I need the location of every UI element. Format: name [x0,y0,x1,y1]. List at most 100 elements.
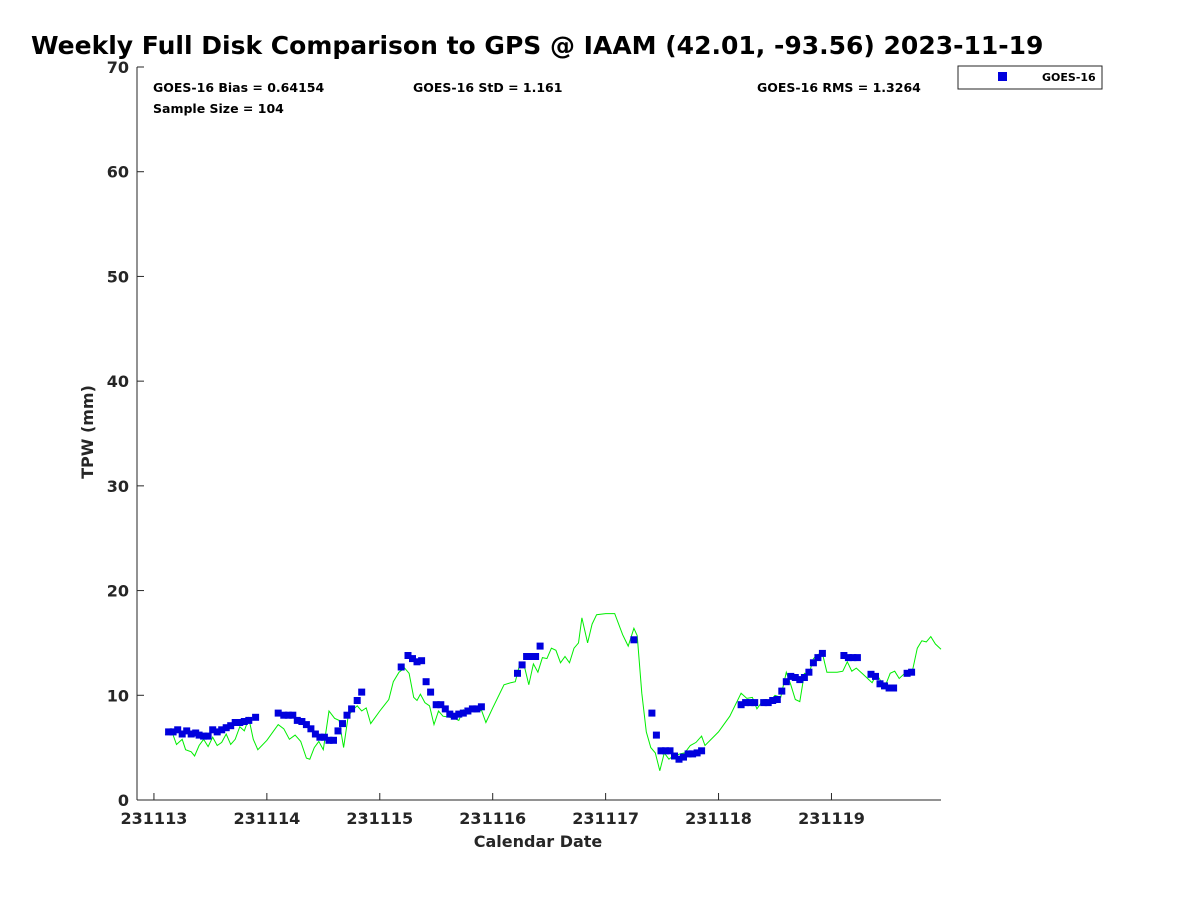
goes16-point [751,699,759,707]
goes16-point [890,684,898,692]
goes16-point [689,750,697,758]
goes16-point [422,678,430,686]
legend-label-goes16: GOES-16 [1042,71,1096,84]
goes16-point [876,680,884,688]
y-axis-ticks: 0 10 20 30 40 50 60 70 [107,58,144,810]
goes16-point [334,727,342,735]
goes16-point [514,669,521,677]
goes16-point [441,705,449,713]
goes16-point [427,688,435,696]
goes16-point [353,697,361,704]
legend: GOES-16 [957,65,1103,90]
legend-box [957,65,1103,90]
goes16-point [316,733,324,741]
goes16-point [760,699,768,707]
goes16-point [477,703,485,711]
goes16-point [227,722,235,730]
goes16-point [468,705,476,713]
y-tick-label: 10 [107,686,129,705]
goes16-point [680,753,687,761]
goes16-point [274,709,282,717]
goes16-point [209,726,217,734]
goes16-point [791,674,799,681]
goes16-point [200,732,208,740]
goes16-point [844,654,852,662]
goes16-point [814,654,822,662]
goes16-point [397,663,405,671]
goes16-point [240,718,248,725]
y-tick-label: 30 [107,477,129,496]
x-tick-label: 231119 [798,809,865,828]
goes16-point [773,696,781,703]
goes16-point [903,669,911,677]
x-tick-label: 231117 [572,809,639,828]
goes16-point [325,736,333,744]
goes16-point [418,657,426,665]
x-axis-label: Calendar Date [474,832,603,851]
y-tick-label: 50 [107,267,129,286]
goes16-point [473,705,481,713]
goes16-point [450,712,458,720]
goes16-point [222,724,230,732]
goes16-point [298,718,306,725]
goes16-point [213,728,221,736]
goes16-point [840,652,848,659]
goes16-point [358,688,366,696]
goes16-point [867,670,875,678]
x-tick-label: 231113 [121,809,188,828]
goes16-point [330,736,337,744]
goes16-point [348,705,356,713]
goes16-point [523,653,531,660]
goes16-point [800,674,808,681]
goes16-point [289,711,297,719]
goes16-point [630,636,638,644]
goes16-point [536,642,544,650]
x-axis-ticks: 231113 231114 231115 231116 231117 231118 2311… [121,793,865,828]
goes16-point [459,709,467,717]
goes16-point [432,701,440,709]
y-tick-label: 0 [118,791,129,810]
goes16-point [805,668,813,676]
goes16-point [693,749,701,757]
goes16-point [339,720,346,728]
x-tick-label: 231116 [459,809,526,828]
goes16-point [527,653,535,660]
goes16-point [648,709,656,717]
goes16-point [302,721,310,729]
goes16-point [413,658,421,666]
stat-bias: GOES-16 Bias = 0.64154 [153,80,324,95]
goes16-point [343,711,351,719]
goes16-point [252,713,260,721]
chart-title: Weekly Full Disk Comparison to GPS @ IAA… [31,31,1043,60]
goes16-point [746,699,754,707]
goes16-point [165,728,173,736]
goes16-point [881,682,888,690]
goes16-point [284,711,292,719]
y-tick-label: 40 [107,372,129,391]
goes16-point [169,728,177,736]
goes16-point [853,654,861,662]
goes16-point [698,747,706,755]
x-tick-label: 231118 [685,809,752,828]
x-tick-label: 231115 [346,809,413,828]
goes16-point [675,755,683,763]
goes16-point [437,701,445,709]
goes16-point [769,697,777,704]
goes16-point [311,730,319,738]
goes16-point [204,732,212,740]
goes16-point [666,747,674,755]
goes16-point [764,699,772,707]
goes16-point [195,731,203,739]
goes16-point [280,711,288,719]
goes16-point [446,710,454,718]
goes16-point [178,730,186,738]
legend-marker-goes16 [998,72,1007,81]
goes16-point [532,653,540,660]
goes16-point [245,716,253,724]
goes16-point [187,730,195,738]
goes16-point [787,672,795,680]
y-tick-label: 70 [107,58,129,77]
goes16-point [908,668,916,676]
y-axis-label: TPW (mm) [78,385,97,479]
